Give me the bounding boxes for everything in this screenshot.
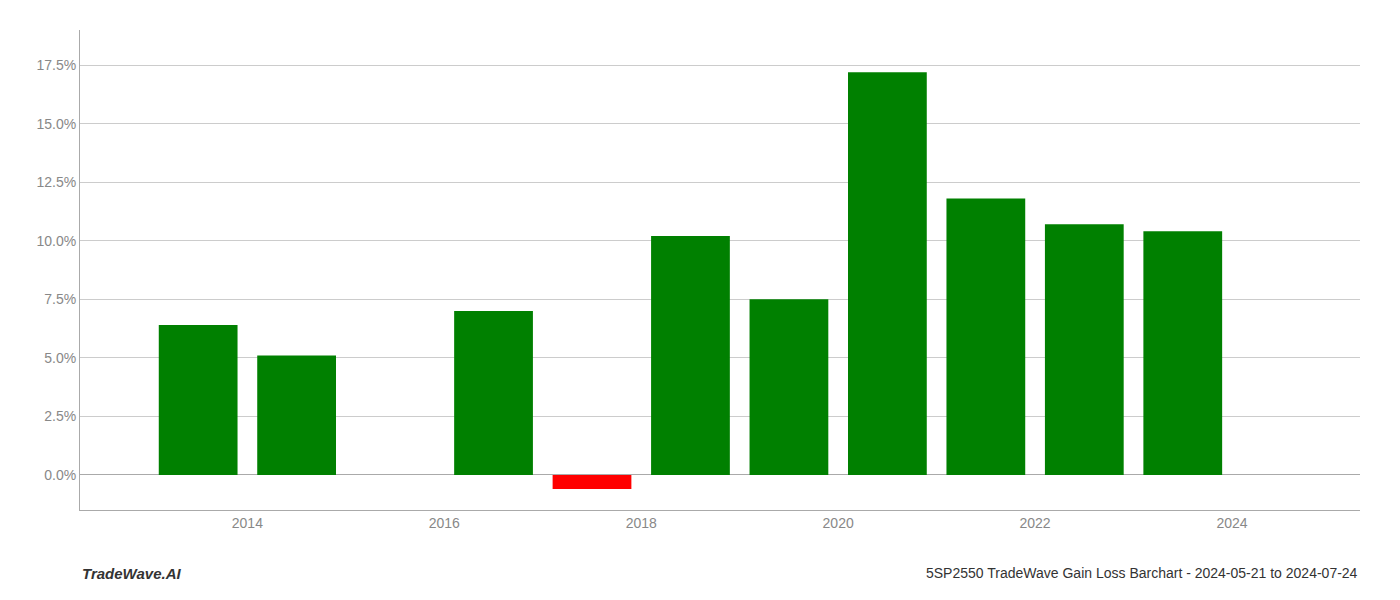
svg-text:12.5%: 12.5% (36, 174, 76, 190)
svg-text:5SP2550 TradeWave Gain Loss Ba: 5SP2550 TradeWave Gain Loss Barchart - 2… (926, 565, 1358, 581)
svg-text:2024: 2024 (1216, 515, 1247, 531)
svg-text:TradeWave.AI: TradeWave.AI (82, 565, 181, 582)
svg-text:2020: 2020 (823, 515, 854, 531)
svg-text:5.0%: 5.0% (44, 350, 76, 366)
svg-text:7.5%: 7.5% (44, 291, 76, 307)
svg-text:2022: 2022 (1020, 515, 1051, 531)
svg-text:2.5%: 2.5% (44, 408, 76, 424)
svg-text:10.0%: 10.0% (36, 233, 76, 249)
svg-text:2014: 2014 (232, 515, 263, 531)
svg-text:0.0%: 0.0% (44, 467, 76, 483)
svg-text:17.5%: 17.5% (36, 57, 76, 73)
svg-text:2018: 2018 (626, 515, 657, 531)
svg-text:15.0%: 15.0% (36, 116, 76, 132)
svg-text:2016: 2016 (429, 515, 460, 531)
